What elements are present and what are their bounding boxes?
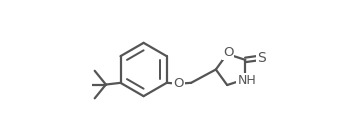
Text: O: O xyxy=(223,46,234,59)
Text: S: S xyxy=(257,51,266,65)
Text: O: O xyxy=(173,77,184,90)
Text: NH: NH xyxy=(237,74,256,87)
